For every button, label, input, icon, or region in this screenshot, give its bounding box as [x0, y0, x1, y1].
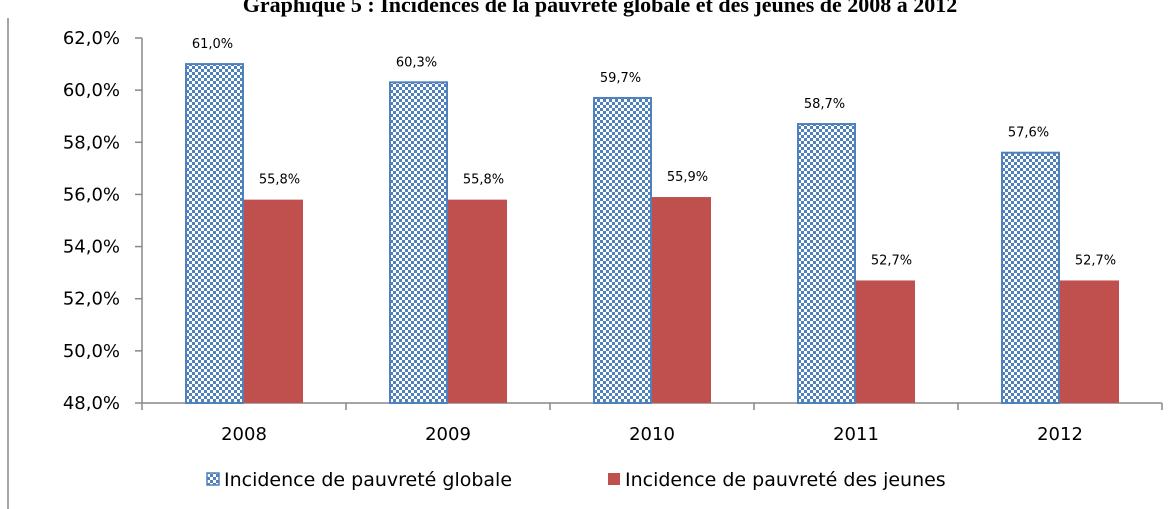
- data-label: 61,0%: [192, 37, 233, 52]
- y-tick-label: 52,0%: [63, 289, 120, 310]
- bar: [652, 197, 711, 403]
- data-label: 59,7%: [600, 71, 641, 86]
- bar: [185, 63, 244, 404]
- x-tick-label: 2011: [833, 424, 879, 445]
- data-label: 52,7%: [1075, 253, 1116, 268]
- data-label: 52,7%: [871, 253, 912, 268]
- bar: [856, 280, 915, 403]
- y-tick-label: 58,0%: [63, 132, 120, 153]
- bar: [244, 199, 303, 403]
- y-tick-label: 50,0%: [63, 341, 120, 362]
- chart-title: Graphique 5 : Incidences de la pauvreté …: [243, 0, 958, 17]
- y-tick-label: 60,0%: [63, 80, 120, 101]
- legend-label: Incidence de pauvreté des jeunes: [625, 469, 946, 491]
- legend-label: Incidence de pauvreté globale: [224, 469, 512, 491]
- y-tick-label: 62,0%: [63, 28, 120, 49]
- legend-swatch: [206, 472, 220, 486]
- data-label: 60,3%: [396, 55, 437, 70]
- y-tick-label: 48,0%: [63, 393, 120, 414]
- data-label: 55,9%: [667, 170, 708, 185]
- data-label: 55,8%: [463, 173, 504, 188]
- bar: [797, 123, 856, 405]
- bar: [1060, 280, 1119, 403]
- x-tick-label: 2009: [425, 424, 471, 445]
- x-tick-label: 2010: [629, 424, 675, 445]
- bar: [1001, 151, 1060, 404]
- x-tick-label: 2012: [1037, 424, 1083, 445]
- data-label: 57,6%: [1008, 126, 1049, 141]
- bar: [593, 96, 652, 404]
- data-label: 55,8%: [259, 173, 300, 188]
- bar: [448, 199, 507, 403]
- y-tick-label: 54,0%: [63, 237, 120, 258]
- y-tick-label: 56,0%: [63, 184, 120, 205]
- legend-swatch: [608, 473, 620, 485]
- data-label: 58,7%: [804, 97, 845, 112]
- x-tick-label: 2008: [221, 424, 267, 445]
- bar: [389, 81, 448, 404]
